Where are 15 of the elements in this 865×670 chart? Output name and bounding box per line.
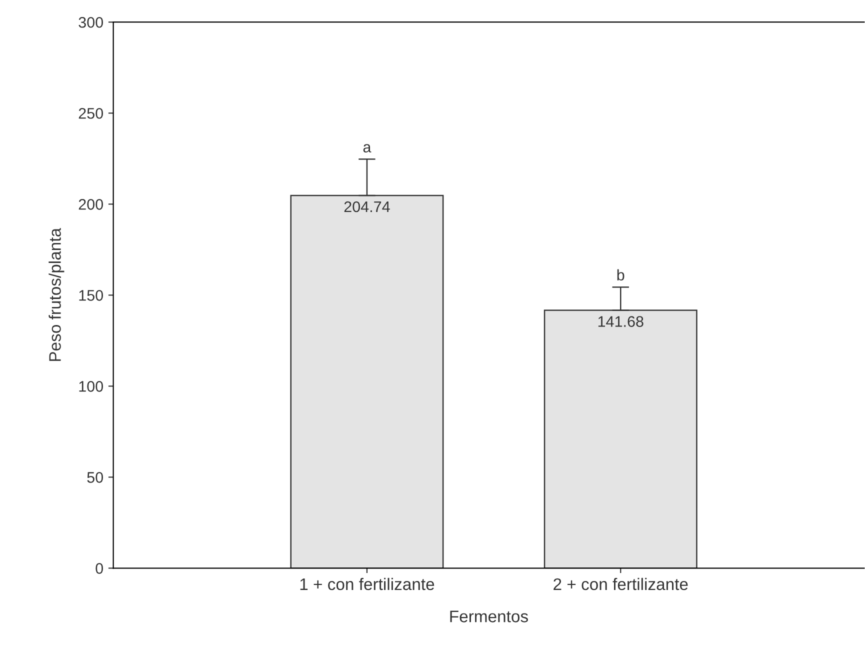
y-axis-title: Peso frutos/planta	[48, 228, 64, 361]
y-tick-label: 250	[78, 108, 103, 119]
y-tick-label: 150	[79, 290, 103, 301]
data-label: 204.74	[344, 201, 390, 212]
annotation: a	[363, 144, 372, 153]
y-tick-label: 300	[78, 16, 103, 28]
x-axis-title: Fermentos	[450, 610, 528, 622]
x-tick-label: 1 + con fertilizante	[300, 578, 434, 590]
y-tick-label: 50	[87, 472, 103, 483]
y-tick-label: 0	[96, 563, 103, 574]
y-tick-label: 100	[79, 381, 103, 392]
x-tick-label: 2 + con fertilizante	[554, 578, 688, 590]
data-label: 141.68	[598, 316, 644, 327]
y-tick-label: 200	[78, 198, 103, 210]
annotation: b	[617, 269, 624, 280]
